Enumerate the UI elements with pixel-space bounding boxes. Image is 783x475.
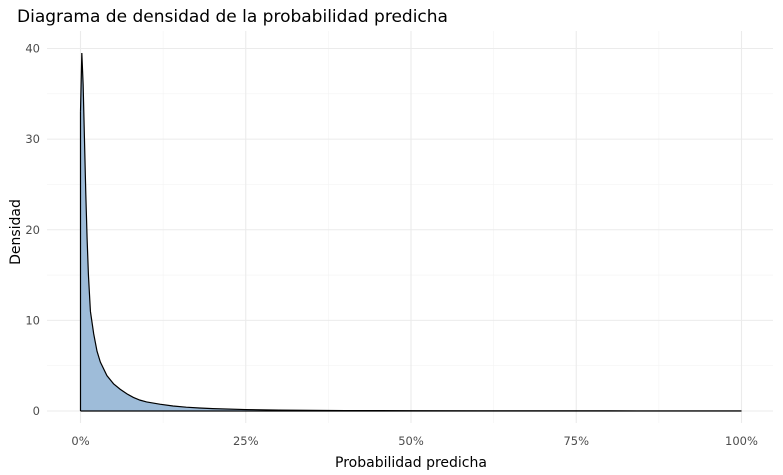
x-axis-label: Probabilidad predicha: [335, 455, 487, 471]
y-tick-label: 30: [25, 132, 40, 146]
density-area-layer: [79, 53, 742, 412]
grid-layer: [47, 31, 773, 423]
x-tick-label: 25%: [233, 434, 259, 448]
x-tick-label: 75%: [563, 434, 589, 448]
x-tick-label: 100%: [725, 434, 758, 448]
y-tick-label: 40: [25, 42, 40, 56]
chart-title: Diagrama de densidad de la probabilidad …: [17, 7, 448, 27]
x-tick-label: 50%: [398, 434, 424, 448]
tick-label-layer: 0% 25% 50% 75% 100% 0 10 20 30 40: [25, 42, 758, 449]
y-axis-label: Densidad: [8, 199, 24, 265]
y-tick-label: 20: [25, 223, 40, 237]
y-tick-label: 10: [25, 313, 40, 327]
x-tick-label: 0%: [71, 434, 89, 448]
y-tick-label: 0: [33, 404, 40, 418]
